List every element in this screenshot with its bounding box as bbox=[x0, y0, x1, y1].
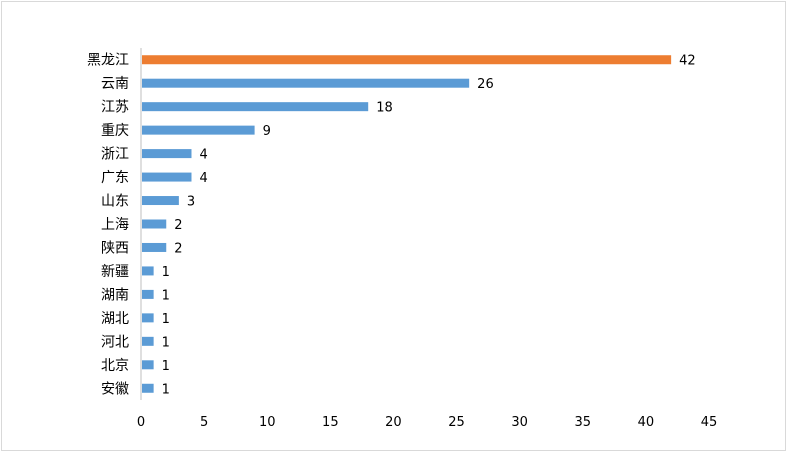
bar-5 bbox=[142, 172, 192, 182]
data-label-2: 18 bbox=[376, 101, 393, 116]
x-tick-label-5: 25 bbox=[448, 415, 465, 430]
category-label-12: 河北 bbox=[101, 334, 129, 350]
bar-6 bbox=[142, 196, 179, 206]
x-tick-label-6: 30 bbox=[511, 415, 528, 430]
data-label-6: 3 bbox=[187, 195, 195, 210]
bar-9 bbox=[142, 266, 154, 276]
bar-4 bbox=[142, 149, 192, 159]
x-tick-label-2: 10 bbox=[259, 415, 276, 430]
bar-0 bbox=[142, 55, 672, 65]
category-label-9: 新疆 bbox=[101, 264, 129, 280]
data-label-12: 1 bbox=[162, 335, 170, 350]
x-tick-label-3: 15 bbox=[322, 415, 339, 430]
category-label-6: 山东 bbox=[101, 194, 129, 210]
x-tick-label-7: 35 bbox=[575, 415, 592, 430]
x-tick-label-0: 0 bbox=[137, 415, 145, 430]
data-label-5: 4 bbox=[199, 171, 207, 186]
bar-14 bbox=[142, 383, 154, 393]
x-tick-label-1: 5 bbox=[200, 415, 208, 430]
category-label-14: 安徽 bbox=[101, 381, 129, 397]
bar-3 bbox=[142, 125, 255, 135]
data-label-3: 9 bbox=[263, 124, 271, 139]
data-label-14: 1 bbox=[162, 382, 170, 397]
category-label-2: 江苏 bbox=[101, 100, 129, 116]
category-label-3: 重庆 bbox=[101, 123, 129, 139]
category-label-10: 湖南 bbox=[101, 287, 129, 303]
bar-13 bbox=[142, 360, 154, 370]
category-label-13: 北京 bbox=[101, 358, 129, 374]
data-label-11: 1 bbox=[162, 312, 170, 327]
bar-7 bbox=[142, 219, 167, 229]
category-label-5: 广东 bbox=[101, 170, 129, 186]
category-label-0: 黑龙江 bbox=[87, 53, 129, 69]
data-label-13: 1 bbox=[162, 359, 170, 374]
bar-11 bbox=[142, 313, 154, 323]
data-label-7: 2 bbox=[174, 218, 182, 233]
bar-10 bbox=[142, 289, 154, 299]
category-label-7: 上海 bbox=[101, 217, 129, 233]
category-label-8: 陕西 bbox=[101, 240, 129, 256]
category-label-4: 浙江 bbox=[101, 147, 129, 163]
data-label-0: 42 bbox=[679, 54, 696, 69]
bar-8 bbox=[142, 242, 167, 252]
bar-1 bbox=[142, 78, 470, 88]
x-tick-label-9: 45 bbox=[701, 415, 718, 430]
data-label-10: 1 bbox=[162, 288, 170, 303]
x-tick-label-4: 20 bbox=[385, 415, 402, 430]
data-label-4: 4 bbox=[199, 148, 207, 163]
bar-12 bbox=[142, 336, 154, 346]
category-label-11: 湖北 bbox=[101, 311, 129, 327]
data-label-9: 1 bbox=[162, 265, 170, 280]
data-label-8: 2 bbox=[174, 241, 182, 256]
data-label-1: 26 bbox=[477, 77, 494, 92]
bar-2 bbox=[142, 102, 369, 112]
x-tick-label-8: 40 bbox=[638, 415, 655, 430]
category-label-1: 云南 bbox=[101, 76, 129, 92]
